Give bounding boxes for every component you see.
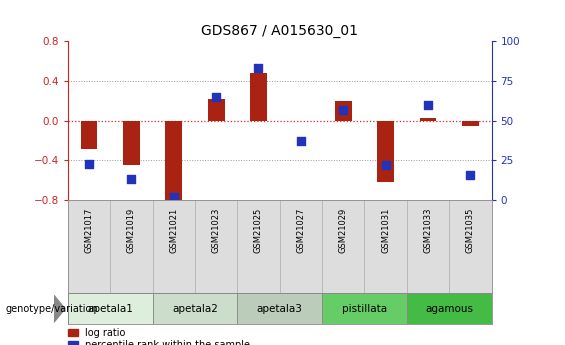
Text: GSM21035: GSM21035: [466, 208, 475, 253]
Text: GDS867 / A015630_01: GDS867 / A015630_01: [201, 24, 358, 38]
Text: pistillata: pistillata: [342, 304, 387, 314]
Bar: [153, 293, 237, 324]
Bar: [208, 99, 224, 121]
Point: [170, 194, 179, 200]
Text: genotype/variation: genotype/variation: [6, 304, 98, 314]
Text: GSM21031: GSM21031: [381, 208, 390, 253]
Point: [211, 94, 220, 100]
Point: [85, 161, 94, 166]
Bar: [123, 121, 140, 165]
Point: [127, 177, 136, 182]
Point: [381, 162, 390, 168]
Point: [296, 139, 305, 144]
Text: GSM21019: GSM21019: [127, 208, 136, 253]
Bar: [81, 121, 98, 148]
Bar: [462, 121, 479, 126]
Point: [254, 66, 263, 71]
Polygon shape: [54, 295, 65, 323]
Text: GSM21027: GSM21027: [297, 208, 305, 253]
Point: [339, 107, 348, 112]
Text: apetala2: apetala2: [172, 304, 218, 314]
Text: GSM21033: GSM21033: [424, 208, 432, 253]
Text: GSM21021: GSM21021: [170, 208, 178, 253]
Text: GSM21029: GSM21029: [339, 208, 347, 253]
Bar: [237, 293, 322, 324]
Bar: [165, 121, 182, 202]
Legend: log ratio, percentile rank within the sample: log ratio, percentile rank within the sa…: [68, 328, 250, 345]
Bar: [322, 293, 407, 324]
Point: [466, 172, 475, 177]
Bar: [250, 73, 267, 121]
Text: agamous: agamous: [425, 304, 473, 314]
Bar: [407, 293, 492, 324]
Bar: [334, 101, 351, 121]
Text: apetala1: apetala1: [87, 304, 133, 314]
Point: [424, 102, 433, 108]
Text: GSM21017: GSM21017: [85, 208, 93, 253]
Bar: [419, 118, 436, 121]
Text: GSM21023: GSM21023: [212, 208, 220, 253]
Bar: [377, 121, 394, 182]
Text: apetala3: apetala3: [257, 304, 303, 314]
Bar: [68, 293, 153, 324]
Text: GSM21025: GSM21025: [254, 208, 263, 253]
